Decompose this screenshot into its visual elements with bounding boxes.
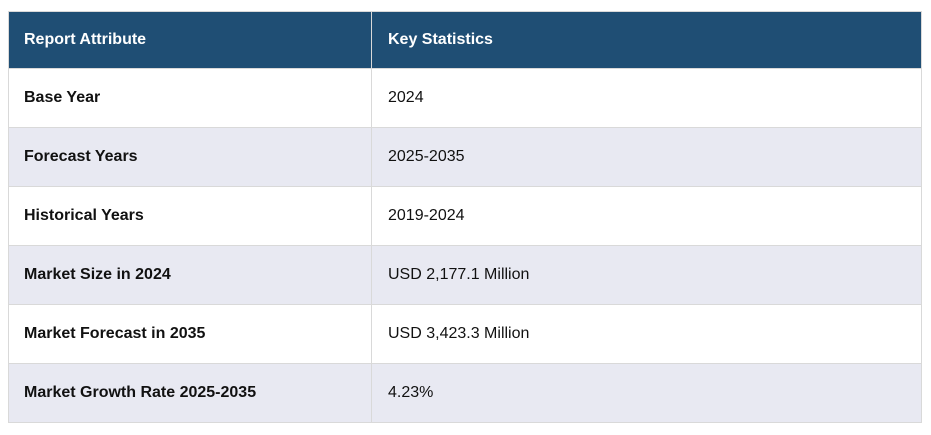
attribute-cell: Base Year [8, 68, 372, 128]
value-cell: 2024 [371, 68, 922, 128]
value-cell: 2019-2024 [371, 186, 922, 246]
column-header-report-attribute: Report Attribute [8, 11, 372, 69]
value-cell: 4.23% [371, 363, 922, 423]
report-statistics-table: Report Attribute Key Statistics Base Yea… [8, 11, 922, 423]
table-header-row: Report Attribute Key Statistics [8, 11, 922, 69]
table-row-historical-years: Historical Years 2019-2024 [8, 186, 922, 246]
value-cell: USD 2,177.1 Million [371, 245, 922, 305]
attribute-cell: Market Growth Rate 2025-2035 [8, 363, 372, 423]
table-row-base-year: Base Year 2024 [8, 68, 922, 128]
attribute-cell: Historical Years [8, 186, 372, 246]
attribute-cell: Market Forecast in 2035 [8, 304, 372, 364]
report-statistics-table-container: Report Attribute Key Statistics Base Yea… [8, 11, 922, 423]
column-header-key-statistics: Key Statistics [371, 11, 922, 69]
attribute-cell: Forecast Years [8, 127, 372, 187]
value-cell: USD 3,423.3 Million [371, 304, 922, 364]
table-row-market-forecast: Market Forecast in 2035 USD 3,423.3 Mill… [8, 304, 922, 364]
value-cell: 2025-2035 [371, 127, 922, 187]
table-row-market-growth-rate: Market Growth Rate 2025-2035 4.23% [8, 363, 922, 423]
attribute-cell: Market Size in 2024 [8, 245, 372, 305]
table-row-market-size: Market Size in 2024 USD 2,177.1 Million [8, 245, 922, 305]
table-row-forecast-years: Forecast Years 2025-2035 [8, 127, 922, 187]
